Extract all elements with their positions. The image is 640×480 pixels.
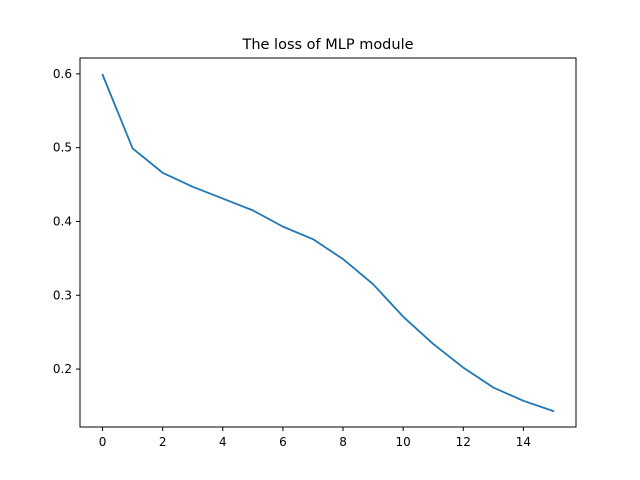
y-tick-label: 0.5 (53, 141, 72, 155)
x-tick-label: 10 (396, 435, 411, 449)
y-tick-label: 0.6 (53, 67, 72, 81)
series-layer (101, 73, 555, 413)
x-tick-label: 12 (456, 435, 471, 449)
loss-data-point (553, 410, 555, 412)
loss-series-line (101, 73, 555, 413)
x-tick-label: 8 (339, 435, 347, 449)
x-tick-label: 14 (516, 435, 531, 449)
x-tick-label: 2 (159, 435, 167, 449)
loss-data-point (132, 148, 134, 150)
y-tick-label: 0.3 (53, 288, 72, 302)
loss-data-point (192, 186, 194, 188)
chart-title: The loss of MLP module (241, 37, 413, 53)
plot-frame (79, 57, 577, 428)
x-axis-ticks: 0 2 4 6 8 10 12 14 (99, 427, 531, 449)
x-tick-label: 4 (219, 435, 227, 449)
loss-data-point (372, 283, 374, 285)
loss-data-point (162, 172, 164, 174)
y-tick-label: 0.2 (53, 362, 72, 376)
loss-data-point (102, 74, 104, 76)
loss-data-point (492, 387, 494, 389)
loss-data-point (282, 226, 284, 228)
loss-data-point (522, 400, 524, 402)
loss-data-point (432, 343, 434, 345)
loss-data-point (462, 367, 464, 369)
loss-data-point (342, 258, 344, 260)
loss-data-point (312, 238, 314, 240)
loss-data-point (222, 198, 224, 200)
loss-data-point (402, 316, 404, 318)
x-tick-label: 6 (279, 435, 287, 449)
plot-area (80, 58, 576, 427)
y-tick-label: 0.4 (53, 214, 72, 228)
y-axis-ticks: 0.2 0.3 0.4 0.5 0.6 (53, 67, 80, 376)
loss-data-point (252, 209, 254, 211)
x-tick-label: 0 (99, 435, 107, 449)
